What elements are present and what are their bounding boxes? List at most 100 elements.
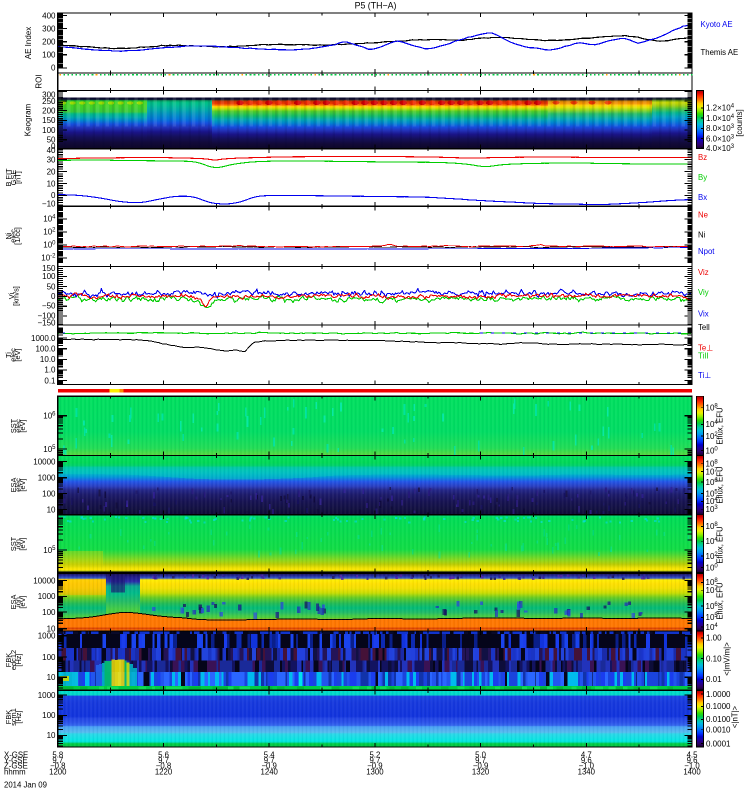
svg-text:Te⊥: Te⊥	[698, 344, 713, 353]
svg-text:Eflux, EFU: Eflux, EFU	[716, 466, 725, 504]
svg-text:5.0: 5.0	[475, 750, 487, 759]
svg-text:10: 10	[47, 179, 56, 188]
svg-text:<|nT|>: <|nT|>	[731, 705, 740, 728]
svg-text:100: 100	[42, 653, 56, 662]
svg-text:300: 300	[42, 24, 56, 33]
svg-text:100.0: 100.0	[35, 345, 56, 354]
svg-text:−100: −100	[37, 312, 56, 321]
svg-text:[counts]: [counts]	[735, 109, 744, 136]
svg-text:105: 105	[43, 445, 56, 454]
svg-text:Keogram: Keogram	[24, 103, 33, 136]
svg-text:Ne: Ne	[698, 211, 708, 220]
svg-text:[nT]: [nT]	[14, 171, 23, 184]
svg-text:[eV]: [eV]	[18, 478, 27, 491]
svg-text:105: 105	[43, 546, 56, 555]
svg-text:30: 30	[47, 155, 56, 164]
svg-text:Bz: Bz	[698, 153, 707, 162]
svg-text:hhmm: hhmm	[4, 767, 26, 776]
svg-text:100: 100	[42, 126, 56, 135]
svg-text:ion: ion	[14, 539, 23, 549]
svg-text:0.01: 0.01	[706, 675, 722, 684]
svg-text:100: 100	[43, 241, 56, 250]
svg-text:100: 100	[706, 563, 719, 572]
svg-text:FBK: FBK	[4, 653, 13, 667]
svg-text:4.0×103: 4.0×103	[706, 144, 735, 153]
svg-text:106: 106	[706, 478, 719, 487]
svg-text:5.6: 5.6	[158, 750, 169, 759]
svg-text:[eV]: [eV]	[13, 348, 22, 361]
svg-text:P5 (TH−A): P5 (TH−A)	[355, 1, 397, 11]
svg-text:0.0010: 0.0010	[706, 726, 731, 735]
svg-text:1.0×104: 1.0×104	[706, 114, 735, 123]
svg-text:1340: 1340	[578, 767, 596, 776]
svg-text:TiII: TiII	[698, 352, 709, 361]
svg-text:elec: elec	[14, 478, 23, 492]
svg-text:FBK: FBK	[4, 710, 13, 724]
svg-text:0.1: 0.1	[44, 376, 56, 385]
svg-text:107: 107	[706, 467, 719, 476]
svg-text:5.8: 5.8	[52, 750, 63, 759]
svg-text:Ti: Ti	[4, 352, 13, 358]
svg-text:5.4: 5.4	[264, 750, 276, 759]
svg-text:[Hz]: [Hz]	[14, 710, 23, 723]
svg-text:150: 150	[42, 264, 56, 273]
svg-text:−1.0: −1.0	[684, 762, 700, 771]
svg-text:1000: 1000	[38, 474, 56, 483]
svg-text:Ni: Ni	[698, 231, 706, 240]
svg-text:GSE: GSE	[9, 170, 18, 186]
svg-text:108: 108	[706, 578, 719, 587]
svg-text:105: 105	[706, 489, 719, 498]
svg-text:[eV]: [eV]	[18, 595, 27, 608]
svg-text:−150: −150	[37, 319, 56, 328]
svg-text:1240: 1240	[261, 767, 279, 776]
svg-text:1000: 1000	[38, 691, 56, 700]
svg-text:108: 108	[706, 460, 719, 469]
svg-text:SST: SST	[9, 536, 18, 551]
svg-text:9.7: 9.7	[369, 756, 380, 765]
svg-text:104: 104	[706, 420, 719, 429]
svg-text:0: 0	[51, 292, 56, 301]
svg-text:ROI: ROI	[35, 74, 44, 88]
svg-text:elec: elec	[8, 229, 17, 243]
svg-text:−0.8: −0.8	[50, 762, 65, 771]
svg-text:10: 10	[47, 731, 56, 740]
svg-text:50: 50	[47, 282, 56, 291]
svg-text:ESA: ESA	[9, 595, 18, 610]
svg-text:104: 104	[706, 497, 719, 506]
svg-text:elec: elec	[14, 419, 23, 433]
svg-text:9.6: 9.6	[581, 756, 592, 765]
svg-text:Ni: Ni	[4, 232, 13, 239]
svg-text:1200: 1200	[49, 767, 67, 776]
svg-text:10-2: 10-2	[41, 254, 56, 263]
svg-text:ion: ion	[14, 597, 23, 607]
svg-text:edc12: edc12	[9, 650, 18, 670]
svg-text:Eflux, EFU: Eflux, EFU	[716, 582, 725, 620]
svg-text:0: 0	[51, 191, 56, 200]
svg-text:B FIT: B FIT	[4, 168, 13, 187]
svg-text:Vix: Vix	[698, 310, 709, 319]
svg-text:106: 106	[706, 602, 719, 611]
svg-text:[1/cc]: [1/cc]	[13, 227, 22, 245]
svg-text:2014 Jan 09: 2014 Jan 09	[4, 780, 47, 789]
svg-text:104: 104	[43, 215, 56, 224]
svg-text:10000: 10000	[33, 576, 56, 585]
svg-text:1000.0: 1000.0	[31, 334, 56, 343]
svg-text:1000: 1000	[38, 592, 56, 601]
svg-text:[Hz]: [Hz]	[14, 653, 23, 666]
svg-text:Viz: Viz	[698, 268, 709, 277]
svg-text:Y-GSE: Y-GSE	[4, 756, 28, 765]
svg-text:10.0: 10.0	[40, 355, 56, 364]
svg-text:8.0×103: 8.0×103	[706, 124, 735, 133]
svg-text:104: 104	[706, 623, 719, 632]
svg-text:0.0001: 0.0001	[706, 739, 731, 748]
svg-text:1000: 1000	[38, 632, 56, 641]
svg-text:50: 50	[47, 136, 56, 145]
svg-text:<|mV/m|>: <|mV/m|>	[723, 642, 732, 676]
svg-text:−0.9: −0.9	[261, 762, 276, 771]
svg-text:10000: 10000	[33, 457, 56, 466]
svg-text:0.1000: 0.1000	[706, 702, 731, 711]
svg-text:10: 10	[47, 673, 56, 682]
svg-text:200: 200	[42, 107, 56, 116]
svg-text:100: 100	[42, 272, 56, 281]
svg-text:elec: elec	[8, 348, 17, 362]
